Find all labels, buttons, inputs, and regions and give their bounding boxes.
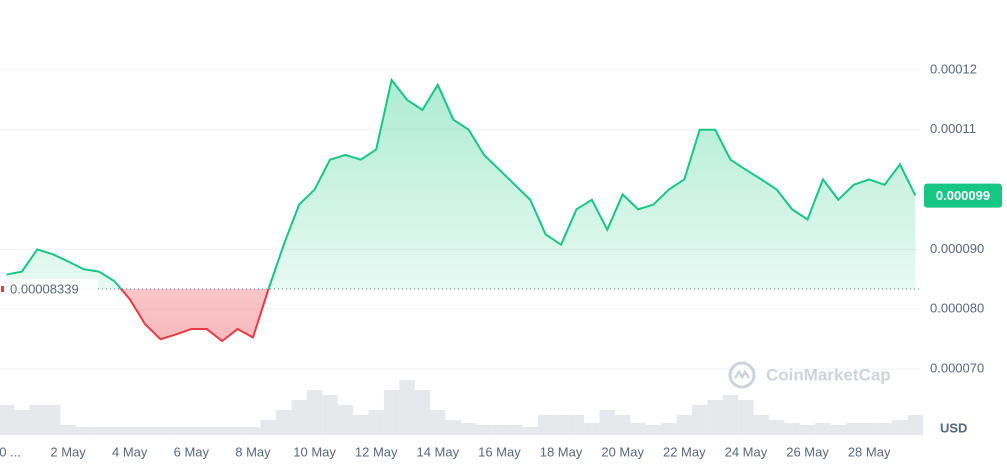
x-tick-label: 28 May: [848, 444, 891, 459]
volume-bar: [44, 405, 61, 435]
x-tick-label: 26 May: [786, 444, 829, 459]
x-tick-label: 10 May: [293, 444, 336, 459]
current-price-badge: [924, 183, 1002, 208]
x-tick-label: 24 May: [725, 444, 768, 459]
volume-bar: [322, 395, 338, 435]
volume-bar: [645, 425, 662, 435]
volume-bar: [568, 415, 585, 435]
volume-bar: [106, 427, 123, 435]
volume-bar: [276, 410, 292, 435]
volume-bar: [445, 420, 461, 435]
volume-bar: [630, 423, 646, 435]
reference-dot: [1, 286, 4, 293]
volume-bar: [460, 423, 477, 435]
price-line-down: [119, 289, 270, 343]
volume-bar: [692, 405, 708, 435]
price-line-up: [6, 77, 917, 290]
volume-bar: [522, 427, 538, 435]
volume-bar: [122, 427, 138, 435]
volume-bar: [199, 427, 215, 435]
volume-bar: [229, 427, 246, 435]
y-tick-label: 0.000090: [930, 241, 984, 256]
volume-bar: [152, 427, 169, 435]
volume-bar: [861, 423, 877, 435]
volume-bar: [784, 423, 800, 435]
volume-bar: [60, 425, 76, 435]
current-price: 0.000099: [936, 188, 990, 203]
x-tick-label: 2 May: [50, 444, 86, 459]
volume-bar: [0, 405, 15, 435]
volume-bar: [14, 410, 30, 435]
volume-bar: [584, 423, 600, 435]
volume-bar: [676, 415, 693, 435]
volume-bar: [537, 415, 554, 435]
x-tick-label: 18 May: [540, 444, 583, 459]
volume-bar: [183, 427, 200, 435]
volume-bar: [738, 400, 754, 435]
volume-bar: [722, 395, 739, 435]
x-tick-label: 14 May: [416, 444, 459, 459]
x-tick-label: 30 ...: [0, 444, 21, 459]
volume-bar: [399, 380, 415, 435]
reference-label-bg: [6, 279, 98, 300]
reference-label: 0.00008339: [10, 281, 79, 296]
volume-bar: [907, 415, 924, 435]
y-tick-label: 0.00011: [930, 121, 976, 136]
volume-bar: [337, 405, 354, 435]
volume-bar: [414, 390, 431, 435]
volume-bar: [507, 425, 523, 435]
volume-bar: [830, 425, 847, 435]
volume-bar: [306, 390, 323, 435]
x-tick-label: 8 May: [235, 444, 271, 459]
volume-bar: [368, 410, 384, 435]
x-tick-label: 12 May: [355, 444, 398, 459]
volume-bar: [168, 427, 184, 435]
volume-bar: [769, 420, 785, 435]
volume-bar: [91, 427, 107, 435]
volume-bar: [137, 427, 153, 435]
volume-bar: [846, 423, 862, 435]
x-tick-label: 16 May: [478, 444, 521, 459]
y-tick-label: 0.00012: [930, 61, 977, 76]
area-up: [6, 80, 916, 290]
volume-bar: [476, 425, 492, 435]
y-tick-label: 0.000080: [930, 301, 984, 316]
area-down: [6, 289, 916, 342]
volume-bar: [815, 423, 831, 435]
watermark-text: CoinMarketCap: [766, 365, 891, 384]
volume-bar: [753, 415, 770, 435]
volume-bar: [430, 410, 446, 435]
x-tick-label: 20 May: [601, 444, 644, 459]
volume-bar: [214, 427, 230, 435]
volume-bar: [599, 410, 615, 435]
x-tick-label: 6 May: [174, 444, 210, 459]
x-tick-label: 22 May: [663, 444, 706, 459]
currency-label: USD: [940, 420, 967, 435]
x-tick-label: 4 May: [112, 444, 148, 459]
volume-bar: [553, 415, 569, 435]
watermark: CoinMarketCap: [728, 361, 891, 389]
volume-bar: [614, 415, 631, 435]
volume-bar: [260, 420, 277, 435]
volume-bar: [876, 423, 893, 435]
y-tick-label: 0.000070: [930, 361, 984, 376]
volume-bar: [291, 400, 307, 435]
volume-bar: [383, 390, 400, 435]
volume-bar: [707, 400, 723, 435]
volume-bar: [491, 425, 508, 435]
volume-bar: [353, 415, 369, 435]
volume-bar: [892, 420, 908, 435]
volume-bar: [245, 427, 261, 435]
volume-bar: [799, 425, 816, 435]
volume-bar: [661, 423, 677, 435]
volume-bar: [29, 405, 45, 435]
volume-bar: [75, 427, 92, 435]
